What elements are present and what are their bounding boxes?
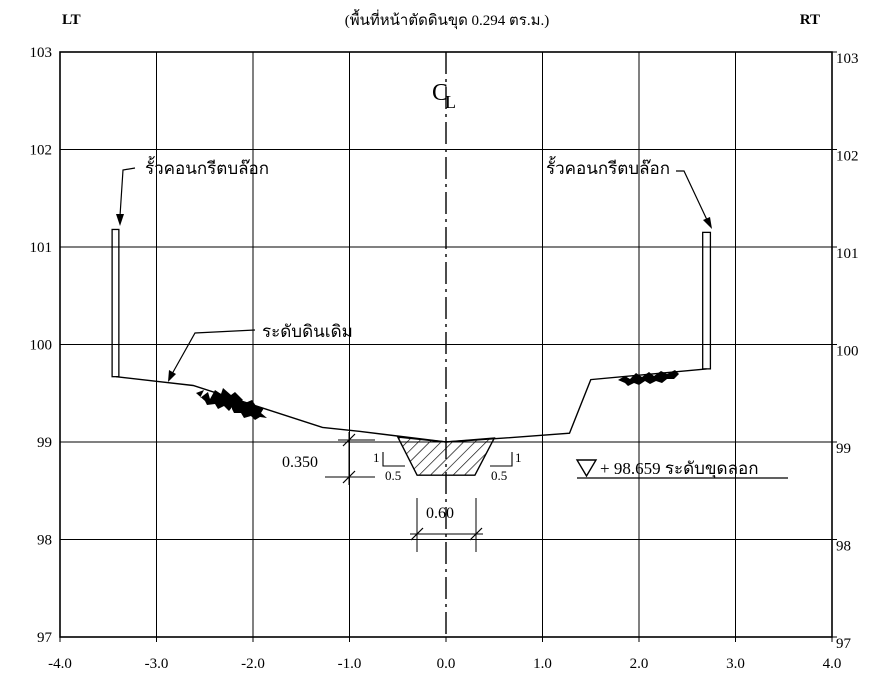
y-tick-label-left: 101 (30, 240, 53, 256)
y-tick-label-left: 102 (30, 143, 53, 159)
centerline-l: L (445, 92, 456, 112)
arrow-fence-right (703, 217, 712, 229)
fence-right-label: รั้วคอนกรีตบล๊อก (546, 156, 670, 178)
section-title: (พื้นที่หน้าตัดดินขุด 0.294 ตร.ม.) (345, 9, 550, 30)
x-tick-label: -1.0 (338, 656, 362, 672)
leader-fence-right (676, 170, 709, 223)
left-side-label: LT (62, 12, 81, 28)
y-axis-right: 97 98 99 100 101 102 103 (832, 51, 859, 652)
depth-dim-label: 0.350 (282, 454, 318, 471)
slope-right-mark (490, 452, 513, 467)
width-dim-tick-right (469, 527, 483, 541)
vegetation-left-icon (196, 388, 267, 420)
slope-left-v: 1 (373, 450, 380, 465)
leader-fence-left (119, 167, 136, 217)
excavation-area (396, 436, 496, 476)
y-tick-label-right: 98 (836, 539, 851, 555)
y-tick-label-right: 100 (836, 344, 859, 360)
ground-profile-line (115, 368, 707, 443)
y-tick-label-left: 100 (30, 338, 53, 354)
leader-ground (171, 329, 256, 375)
level-triangle-icon (575, 459, 598, 478)
width-dim-tick-left (410, 527, 424, 541)
depth-dim-tick-top (342, 433, 356, 447)
x-tick-label: 1.0 (533, 656, 552, 672)
x-tick-label: 3.0 (726, 656, 745, 672)
y-tick-label-right: 99 (836, 441, 851, 457)
fence-right (702, 231, 712, 370)
y-tick-label-right: 101 (836, 246, 859, 262)
x-tick-label: 4.0 (823, 656, 842, 672)
y-tick-label-left: 103 (30, 45, 53, 61)
arrow-ground (168, 370, 176, 382)
x-axis: -4.0 -3.0 -2.0 -1.0 0.0 1.0 2.0 3.0 4.0 (48, 637, 841, 672)
width-dim-label: 0.60 (426, 505, 454, 522)
y-tick-label-left: 98 (37, 533, 52, 549)
ground-level-label: ระดับดินเดิม (262, 322, 353, 341)
y-axis-left: 97 98 99 100 101 102 103 (30, 45, 53, 646)
x-tick-label: -2.0 (241, 656, 265, 672)
slope-left-h: 0.5 (385, 468, 401, 483)
y-tick-label-left: 99 (37, 435, 52, 451)
y-tick-label-right: 103 (836, 51, 859, 67)
right-side-label: RT (800, 12, 820, 28)
slope-right-v: 1 (515, 450, 522, 465)
fence-left-label: รั้วคอนกรีตบล๊อก (145, 156, 269, 178)
y-tick-label-right: 97 (836, 636, 852, 652)
fence-left (111, 228, 120, 378)
x-tick-label: 0.0 (437, 656, 456, 672)
slope-left-mark (382, 452, 405, 467)
x-tick-label: -3.0 (145, 656, 169, 672)
depth-dim-tick-bottom (342, 470, 356, 484)
x-tick-label: -4.0 (48, 656, 72, 672)
centerline-c: C (432, 80, 448, 106)
arrow-fence-left (116, 214, 124, 226)
x-tick-label: 2.0 (630, 656, 649, 672)
excavation-level-label: + 98.659 ระดับขุดลอก (600, 459, 759, 479)
y-tick-label-left: 97 (37, 630, 53, 646)
slope-right-h: 0.5 (491, 468, 507, 483)
y-tick-label-right: 102 (836, 149, 859, 165)
vegetation-right-icon (618, 370, 679, 386)
